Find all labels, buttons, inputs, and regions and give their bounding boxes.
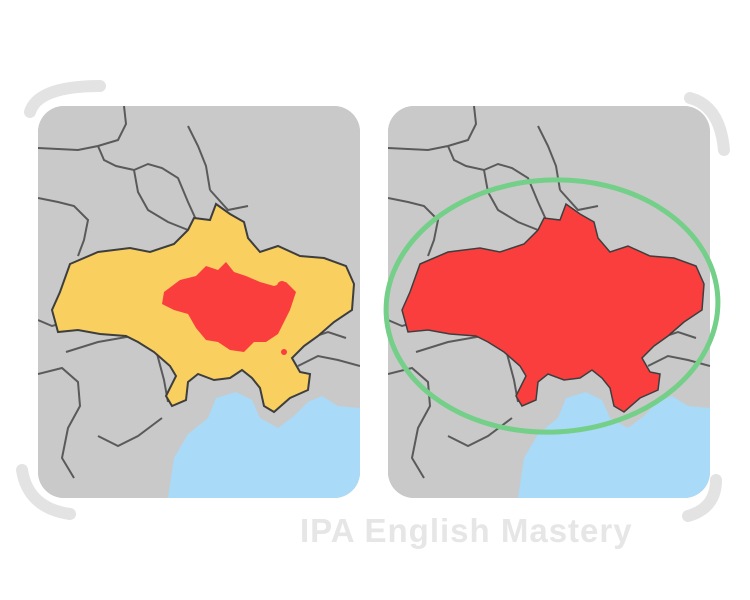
black-sea (168, 392, 360, 498)
island-dot (281, 349, 287, 355)
country-red-overlay[interactable] (162, 262, 296, 352)
watermark: IPA English Mastery (300, 512, 633, 549)
map-right (388, 106, 710, 498)
map-panel-right (388, 106, 710, 498)
map-left (38, 106, 360, 498)
island-dot (277, 281, 287, 291)
map-panel-left (38, 106, 360, 498)
